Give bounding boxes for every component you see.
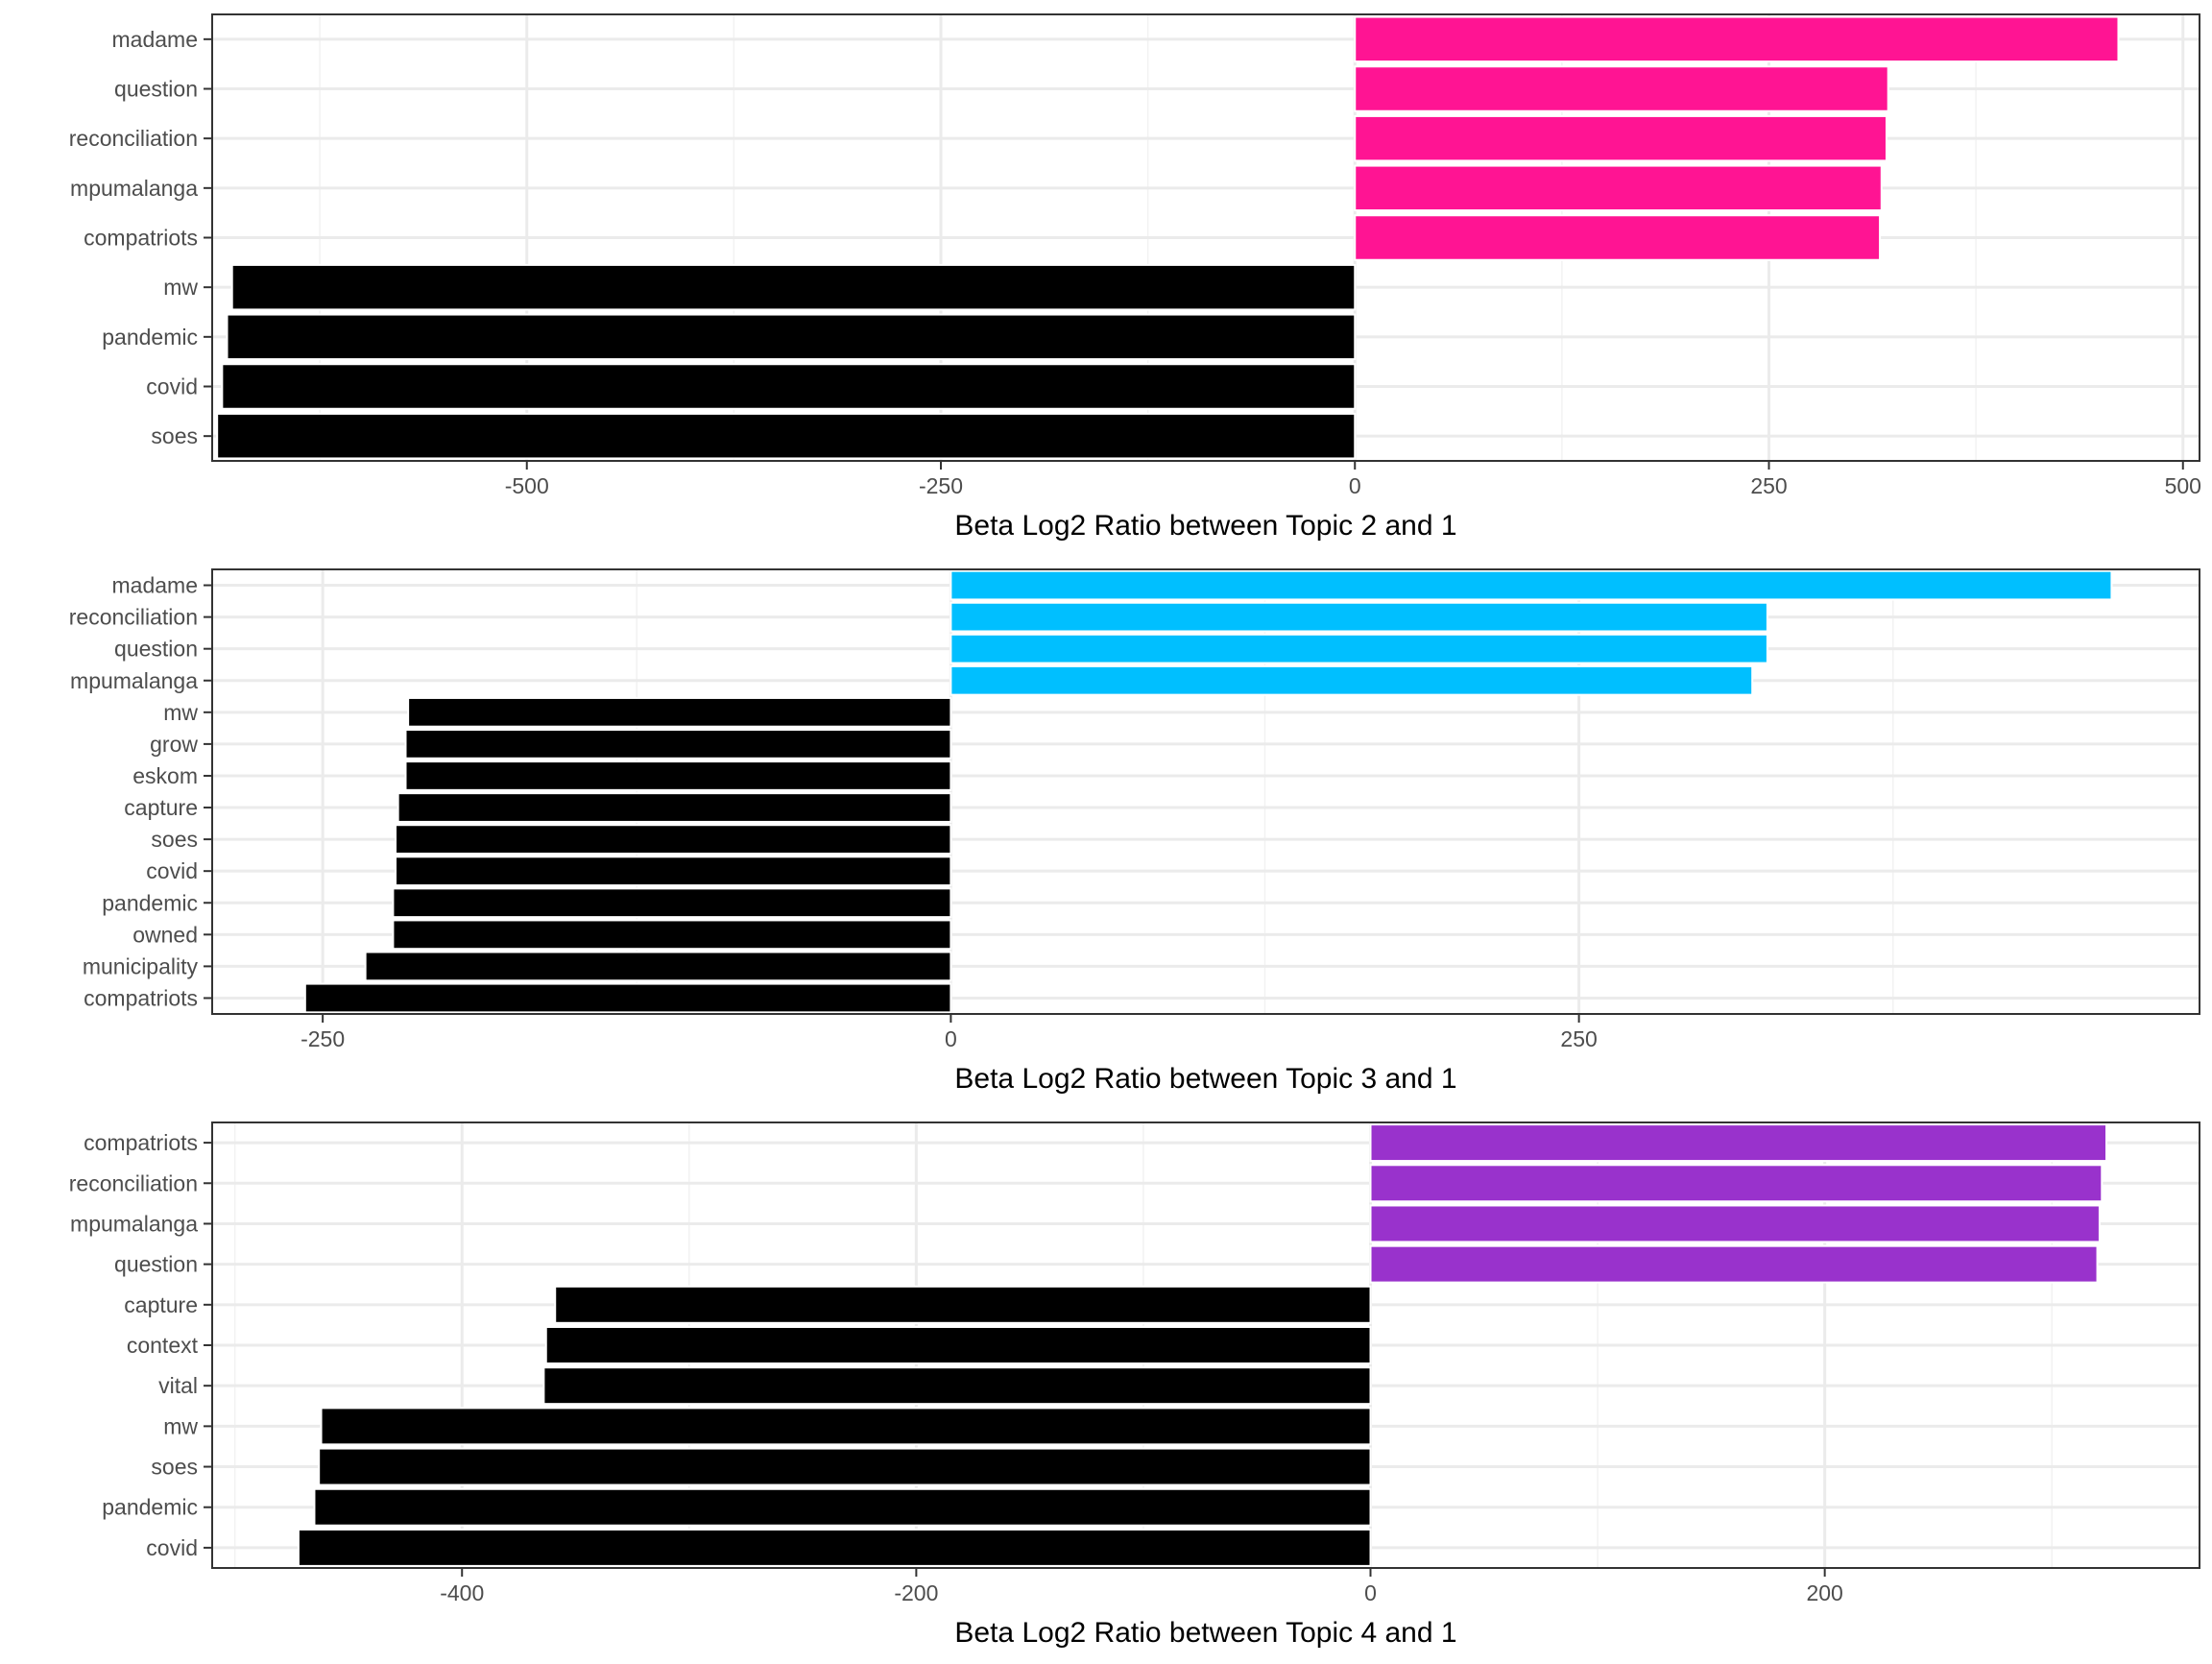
y-tick-label: covid — [146, 858, 198, 883]
y-tick-label: eskom — [132, 763, 198, 788]
bar-pandemic — [226, 313, 1357, 361]
y-tick-label: capture — [124, 795, 198, 820]
y-tick-label: soes — [151, 1455, 198, 1480]
y-tick-label: municipality — [83, 953, 199, 978]
bar-covid — [395, 856, 952, 887]
x-tick-label: 250 — [1560, 1026, 1597, 1051]
y-tick-label: compatriots — [84, 1130, 198, 1155]
bar-soes — [318, 1447, 1372, 1486]
bar-compatriots — [1354, 214, 1882, 261]
y-tick-label: reconciliation — [69, 126, 198, 151]
y-tick-label: pandemic — [102, 325, 198, 350]
bar-eskom — [404, 760, 952, 791]
y-tick-label: soes — [151, 827, 198, 852]
bar-capture — [554, 1285, 1372, 1324]
y-tick-label: pandemic — [102, 890, 198, 915]
bar-owned — [392, 919, 952, 951]
bar-mw — [407, 696, 952, 728]
y-tick-label: question — [114, 77, 198, 102]
bar-pandemic — [392, 887, 952, 919]
y-tick-label: madame — [112, 27, 198, 52]
bar-grow — [404, 729, 952, 760]
bar-capture — [397, 792, 952, 823]
panel-1: madame question reconciliation mpumalanga co… — [69, 13, 2201, 542]
bar-mpumalanga — [1369, 1204, 2101, 1243]
y-tick-label: question — [114, 1252, 198, 1277]
y-tick-label: vital — [158, 1373, 198, 1398]
y-tick-label: capture — [124, 1292, 198, 1317]
bar-pandemic — [313, 1487, 1372, 1527]
y-tick-label: context — [127, 1333, 199, 1358]
panel-3: compatriots reconciliation mpumalanga quest… — [69, 1121, 2200, 1649]
x-tick-label: -400 — [440, 1580, 484, 1605]
y-tick-label: mw — [163, 1413, 198, 1438]
bar-madame — [1354, 15, 2120, 63]
y-tick-label: mw — [163, 700, 198, 725]
y-tick-label: covid — [146, 1535, 198, 1560]
x-tick-label: 200 — [1806, 1580, 1842, 1605]
y-tick-label: compatriots — [84, 226, 198, 251]
y-tick-label: question — [114, 637, 198, 662]
bar-reconciliation — [1369, 1164, 2104, 1203]
x-tick-label: -500 — [505, 473, 549, 498]
y-tick-label: reconciliation — [69, 1170, 198, 1195]
y-tick-label: owned — [132, 922, 198, 947]
bar-vital — [542, 1366, 1372, 1406]
y-tick-label: soes — [151, 423, 198, 448]
y-tick-label: compatriots — [84, 985, 198, 1010]
bar-question — [1354, 65, 1889, 112]
bar-question — [1369, 1244, 2099, 1284]
bar-mpumalanga — [1354, 164, 1883, 212]
bar-mw — [230, 263, 1357, 311]
x-tick-label: -250 — [919, 473, 963, 498]
y-tick-label: pandemic — [102, 1495, 198, 1520]
panel-border — [211, 568, 2200, 1015]
y-tick-label: covid — [146, 374, 198, 399]
x-tick-label: 0 — [1364, 1580, 1377, 1605]
x-axis-title: Beta Log2 Ratio between Topic 4 and 1 — [954, 1617, 1456, 1649]
x-tick-label: 0 — [1349, 473, 1361, 498]
bar-madame — [950, 569, 2113, 601]
y-tick-label: mpumalanga — [70, 1211, 198, 1236]
bar-soes — [395, 824, 952, 855]
bar-covid — [221, 363, 1357, 410]
panel-2: madame reconciliation question mpumalanga mw… — [69, 568, 2200, 1095]
bar-mw — [320, 1407, 1372, 1446]
y-tick-label: mw — [163, 275, 198, 300]
x-tick-label: 500 — [2165, 473, 2201, 498]
x-axis-title: Beta Log2 Ratio between Topic 3 and 1 — [954, 1063, 1456, 1095]
bar-context — [544, 1326, 1372, 1364]
x-axis-title: Beta Log2 Ratio between Topic 2 and 1 — [954, 510, 1456, 542]
x-tick-label: 250 — [1750, 473, 1787, 498]
y-tick-label: madame — [112, 573, 198, 598]
y-tick-label: grow — [150, 732, 198, 757]
bar-soes — [216, 412, 1357, 460]
x-tick-label: -250 — [301, 1026, 345, 1051]
y-tick-label: reconciliation — [69, 605, 198, 630]
y-tick-label: mpumalanga — [70, 668, 198, 693]
x-tick-label: -200 — [894, 1580, 938, 1605]
bar-municipality — [364, 951, 952, 982]
bar-question — [950, 633, 1768, 664]
bar-covid — [297, 1528, 1372, 1567]
y-tick-label: mpumalanga — [70, 176, 198, 201]
bar-reconciliation — [1354, 114, 1887, 162]
bar-reconciliation — [950, 601, 1768, 633]
bar-compatriots — [1369, 1123, 2108, 1163]
bar-mpumalanga — [950, 664, 1754, 696]
x-tick-label: 0 — [945, 1026, 957, 1051]
bar-compatriots — [303, 982, 952, 1014]
